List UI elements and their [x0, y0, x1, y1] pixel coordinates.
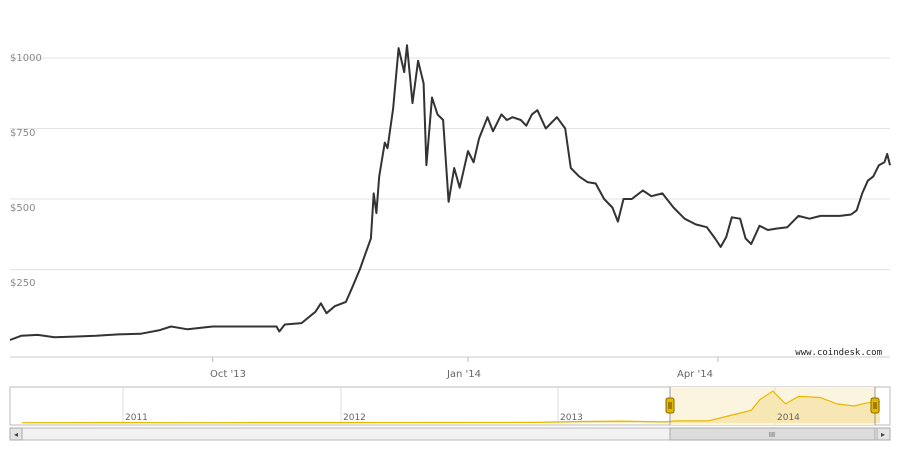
grid-lines	[10, 57, 890, 270]
x-tick-label: Apr '14	[677, 369, 713, 380]
x-tick-label: Oct '13	[210, 369, 246, 380]
scroll-left-button[interactable]	[9, 427, 23, 441]
navigator-left-handle[interactable]	[665, 397, 675, 414]
navigator-year-label: 2012	[343, 413, 366, 423]
x-tick-label: Jan '14	[446, 369, 481, 380]
y-tick-label: $750	[10, 128, 35, 139]
navigator[interactable]: 2011 2012 2013 2014	[9, 386, 891, 426]
y-tick-label: $500	[10, 203, 35, 214]
navigator-year-label: 2013	[560, 413, 583, 423]
scroll-left-arrow-icon: ◂	[14, 430, 18, 439]
navigator-year-label: 2011	[125, 413, 148, 423]
navigator-right-handle[interactable]	[870, 397, 880, 414]
source-credit: www.coindesk.com	[795, 348, 882, 358]
y-tick-label: $250	[10, 278, 35, 289]
navigator-line	[21, 390, 881, 424]
y-tick-label: $1000	[10, 53, 42, 64]
scrollbar-thumb[interactable]	[669, 427, 876, 441]
scroll-right-button[interactable]	[876, 427, 891, 441]
navigator-year-label: 2014	[777, 413, 800, 423]
price-series-line	[9, 44, 891, 341]
scrollbar-grip-icon: III	[769, 431, 775, 439]
scroll-right-arrow-icon: ▸	[881, 430, 885, 439]
navigator-scrollbar[interactable]: ◂ III ▸	[9, 427, 891, 441]
x-tick-marks	[212, 357, 719, 362]
navigator-area	[22, 391, 880, 423]
